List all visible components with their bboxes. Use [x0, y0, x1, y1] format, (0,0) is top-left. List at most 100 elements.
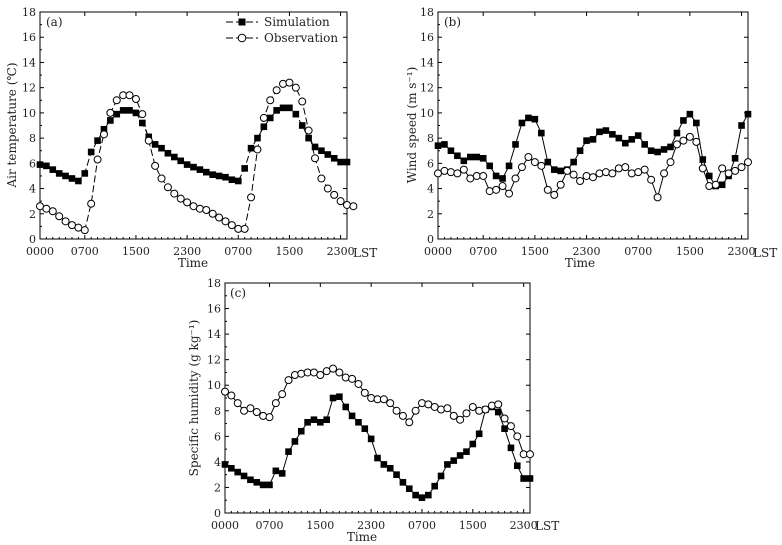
- panel-a-point-simulation: [87, 148, 95, 156]
- panel-c-point-simulation: [355, 418, 362, 426]
- panel-a-point-observation: [279, 79, 288, 88]
- panel-a-point-simulation: [62, 172, 69, 180]
- panel-a-point-observation: [330, 190, 339, 199]
- panel-c-point-simulation: [463, 448, 470, 455]
- panel-c: 0 2 4 6 8 10 12 14 16 18 0000 0700 1500 2300 0700 1500…: [187, 277, 559, 544]
- panel-c-point-simulation: [297, 427, 305, 435]
- panel-a-ytick-label: 12: [22, 82, 36, 95]
- panel-a-point-simulation: [279, 104, 287, 112]
- panel-a-point-simulation: [151, 141, 159, 148]
- panel-c-point-observation: [462, 409, 471, 418]
- panel-c-point-observation: [500, 414, 509, 423]
- panel-c-title: (c): [230, 286, 246, 300]
- panel-a: 0 2 4 6 8 10 12 14 16 18 0000 0700 1500 2300 0700 1500…: [5, 6, 377, 270]
- panel-a-point-simulation: [119, 107, 127, 114]
- panel-a-series: [36, 78, 358, 235]
- panel-b-point-observation: [582, 171, 591, 180]
- panel-b-point-simulation: [499, 175, 506, 182]
- legend-simulation-label: Simulation: [264, 15, 330, 29]
- panel-a-point-simulation: [43, 162, 50, 170]
- panel-a-point-simulation: [171, 153, 178, 161]
- panel-c-point-observation: [487, 401, 496, 410]
- panel-b-point-simulation: [693, 119, 700, 127]
- panel-a-point-observation: [266, 96, 275, 105]
- panel-c-xtick-label: 0700: [408, 519, 436, 532]
- panel-b-xtick-label: 0000: [424, 245, 452, 258]
- panel-c-xtick-label: 1500: [306, 519, 334, 532]
- panel-b-ytick-labels: 0 2 4 6 8 10 12 14 16 18: [420, 6, 748, 246]
- panel-b-point-simulation: [576, 147, 584, 155]
- legend: Simulation Observation: [226, 15, 338, 45]
- panel-b-point-simulation: [538, 129, 545, 137]
- panel-c-point-simulation: [507, 444, 515, 452]
- panel-b-point-observation: [614, 164, 623, 173]
- panel-c-xtick-labels: 0000 0700 1500 2300 0700 1500 2300: [211, 283, 538, 532]
- panel-c-ytick-label: 10: [207, 379, 221, 392]
- panel-a-point-simulation: [234, 177, 242, 185]
- panel-b-title: (b): [444, 15, 461, 29]
- panel-a-point-observation: [48, 207, 57, 216]
- panel-b-point-observation: [569, 170, 578, 179]
- panel-a-point-simulation: [298, 122, 306, 129]
- panel-a-point-observation: [291, 83, 300, 92]
- panel-b-point-simulation: [660, 146, 668, 153]
- panel-c-point-simulation: [342, 403, 350, 411]
- panel-b-point-observation: [685, 132, 694, 141]
- panel-c-ytick-labels: 0 2 4 6 8 10 12 14 16 18: [207, 277, 530, 520]
- panel-c-point-observation: [494, 400, 503, 409]
- panel-b-ytick-label: 8: [427, 132, 434, 145]
- panel-a-point-simulation: [107, 117, 114, 124]
- panel-a-point-observation: [317, 174, 326, 183]
- panel-b-point-observation: [595, 169, 604, 178]
- panel-c-ytick-label: 12: [207, 354, 221, 367]
- panel-c-xtick-label: 2300: [510, 519, 538, 532]
- legend-observation-marker: [237, 33, 247, 43]
- panel-a-point-observation: [195, 204, 204, 213]
- panel-a-point-observation: [285, 78, 294, 87]
- panel-a-ytick-label: 10: [22, 107, 36, 120]
- panel-a-point-observation: [240, 224, 249, 233]
- panel-a-point-simulation: [286, 104, 293, 112]
- panel-b-point-observation: [660, 169, 669, 178]
- panel-b-point-simulation: [466, 153, 474, 161]
- panel-a-point-simulation: [222, 173, 229, 181]
- panel-b-point-observation: [446, 168, 455, 177]
- panel-b-point-observation: [634, 168, 643, 177]
- panel-c-point-simulation: [323, 416, 330, 424]
- panel-c-point-simulation: [336, 393, 343, 401]
- panel-a-ylabel: Air temperature (℃): [5, 62, 19, 188]
- panel-c-point-observation: [386, 399, 395, 408]
- panel-a-point-simulation: [190, 163, 197, 171]
- panel-b-point-observation: [672, 140, 681, 149]
- panel-a-xtick-label: 1500: [122, 245, 150, 258]
- panel-a-point-simulation: [100, 125, 108, 133]
- panel-a-point-simulation: [158, 144, 165, 152]
- panel-b-point-observation: [556, 180, 565, 189]
- panel-b-point-simulation: [634, 132, 642, 139]
- panel-b-point-observation: [653, 193, 662, 202]
- panel-b-point-observation: [530, 158, 539, 167]
- panel-c-point-simulation: [234, 468, 242, 476]
- panel-a-point-observation: [99, 130, 108, 139]
- panel-b-point-simulation: [512, 141, 519, 148]
- panel-b-point-observation: [718, 164, 727, 173]
- panel-b-xtick-label: 2300: [573, 245, 601, 258]
- panel-b-point-observation: [679, 136, 688, 145]
- panel-c-x-unit: LST: [535, 519, 559, 533]
- panel-b-point-observation: [485, 187, 494, 196]
- panel-a-point-observation: [151, 161, 160, 170]
- panel-b-point-simulation: [609, 131, 616, 138]
- panel-b-point-simulation: [505, 162, 513, 170]
- panel-c-point-observation: [297, 369, 306, 378]
- panel-c-point-observation: [456, 415, 465, 424]
- panel-b-xtick-label: 1500: [521, 245, 549, 258]
- panel-b-point-observation: [589, 173, 597, 182]
- panel-c-point-simulation: [317, 418, 324, 426]
- panel-c-point-simulation: [405, 485, 413, 493]
- panel-c-point-simulation: [329, 394, 337, 402]
- panel-b-point-simulation: [647, 147, 655, 155]
- panel-a-ytick-label: 2: [29, 208, 36, 221]
- panel-c-xtick-label: 1500: [459, 519, 487, 532]
- panel-b-point-observation: [608, 169, 617, 178]
- panel-b-point-observation: [731, 166, 740, 175]
